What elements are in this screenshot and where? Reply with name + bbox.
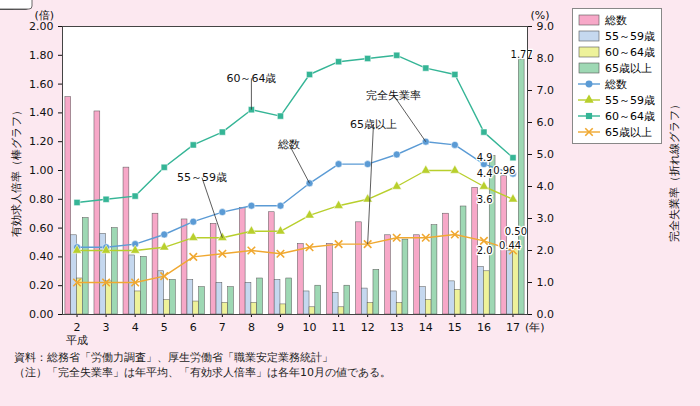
svg-text:10: 10 bbox=[303, 321, 317, 334]
html-text:65歳以上: 65歳以上 bbox=[605, 61, 652, 75]
svg-text:7.0: 7.0 bbox=[537, 84, 555, 97]
html-text:総数: 総数 bbox=[605, 77, 627, 91]
svg-text:6: 6 bbox=[190, 321, 197, 334]
svg-text:1.20: 1.20 bbox=[29, 135, 54, 148]
svg-text:9.0: 9.0 bbox=[536, 20, 554, 33]
html-text:65歳以上: 65歳以上 bbox=[605, 125, 652, 139]
svg-text:2.00: 2.00 bbox=[29, 20, 54, 33]
svg-text:完全失業率: 完全失業率 bbox=[366, 89, 421, 102]
html-text:60～64歳: 60～64歳 bbox=[605, 45, 655, 59]
svg-text:55～59歳: 55～59歳 bbox=[177, 171, 227, 184]
svg-text:8.0: 8.0 bbox=[537, 52, 555, 65]
svg-text:1.77: 1.77 bbox=[511, 49, 533, 60]
svg-text:5.0: 5.0 bbox=[537, 148, 555, 161]
svg-text:5: 5 bbox=[161, 321, 168, 334]
svg-text:1.00: 1.00 bbox=[29, 164, 54, 177]
svg-text:総数: 総数 bbox=[277, 138, 300, 151]
svg-text:15: 15 bbox=[448, 321, 462, 334]
svg-text:2.0: 2.0 bbox=[477, 245, 493, 256]
svg-text:4.9: 4.9 bbox=[477, 152, 493, 163]
svg-text:平成: 平成 bbox=[66, 334, 88, 347]
html-text:55～59歳: 55～59歳 bbox=[605, 29, 655, 43]
svg-text:8: 8 bbox=[248, 321, 255, 334]
svg-text:2: 2 bbox=[74, 321, 81, 334]
svg-text:0.0: 0.0 bbox=[537, 308, 555, 321]
html-text:総数: 総数 bbox=[605, 13, 627, 27]
svg-text:3: 3 bbox=[103, 321, 110, 334]
svg-text:0.80: 0.80 bbox=[29, 193, 54, 206]
svg-text:1.80: 1.80 bbox=[29, 49, 54, 62]
svg-text:0.96: 0.96 bbox=[493, 165, 515, 176]
svg-text:完全失業率（折れ線グラフ）: 完全失業率（折れ線グラフ） bbox=[668, 99, 681, 242]
svg-text:6.0: 6.0 bbox=[537, 116, 555, 129]
svg-text:1.60: 1.60 bbox=[29, 78, 54, 91]
svg-text:(倍): (倍) bbox=[35, 9, 55, 22]
svg-text:4.0: 4.0 bbox=[537, 180, 555, 193]
svg-text:3.0: 3.0 bbox=[537, 212, 555, 225]
svg-text:17: 17 bbox=[506, 321, 520, 334]
html-text:（注）「完全失業率」は年平均、「有効求人倍率」は各年10月の: （注）「完全失業率」は年平均、「有効求人倍率」は各年10月の値である。 bbox=[14, 366, 391, 379]
svg-text:12: 12 bbox=[361, 321, 375, 334]
svg-text:0.00: 0.00 bbox=[29, 308, 54, 321]
svg-text:65歳以上: 65歳以上 bbox=[350, 118, 397, 131]
svg-text:14: 14 bbox=[419, 321, 433, 334]
svg-text:有効求人倍率（棒グラフ）: 有効求人倍率（棒グラフ） bbox=[10, 105, 23, 237]
svg-text:11: 11 bbox=[332, 321, 346, 334]
svg-text:1.40: 1.40 bbox=[29, 106, 54, 119]
svg-text:(年): (年) bbox=[525, 321, 545, 334]
html-text:60～64歳: 60～64歳 bbox=[605, 109, 655, 123]
svg-text:1.0: 1.0 bbox=[537, 276, 555, 289]
svg-text:4.4: 4.4 bbox=[477, 168, 493, 179]
svg-text:16: 16 bbox=[477, 321, 491, 334]
svg-text:0.20: 0.20 bbox=[29, 279, 54, 292]
svg-text:9: 9 bbox=[277, 321, 284, 334]
html-text:資料：総務省「労働力調査」、厚生労働省「職業安定業務統計」: 資料：総務省「労働力調査」、厚生労働省「職業安定業務統計」 bbox=[14, 351, 333, 364]
svg-text:13: 13 bbox=[390, 321, 404, 334]
svg-text:(%): (%) bbox=[530, 9, 549, 22]
svg-text:60～64歳: 60～64歳 bbox=[226, 72, 276, 85]
svg-text:7: 7 bbox=[219, 321, 226, 334]
svg-text:0.40: 0.40 bbox=[29, 250, 54, 263]
html-text:55～59歳: 55～59歳 bbox=[605, 93, 655, 107]
svg-text:0.60: 0.60 bbox=[29, 222, 54, 235]
svg-text:2.0: 2.0 bbox=[537, 244, 555, 257]
svg-text:0.50: 0.50 bbox=[505, 226, 527, 237]
svg-text:3.6: 3.6 bbox=[477, 194, 493, 205]
svg-text:4: 4 bbox=[132, 321, 139, 334]
svg-text:0.44: 0.44 bbox=[499, 240, 521, 251]
